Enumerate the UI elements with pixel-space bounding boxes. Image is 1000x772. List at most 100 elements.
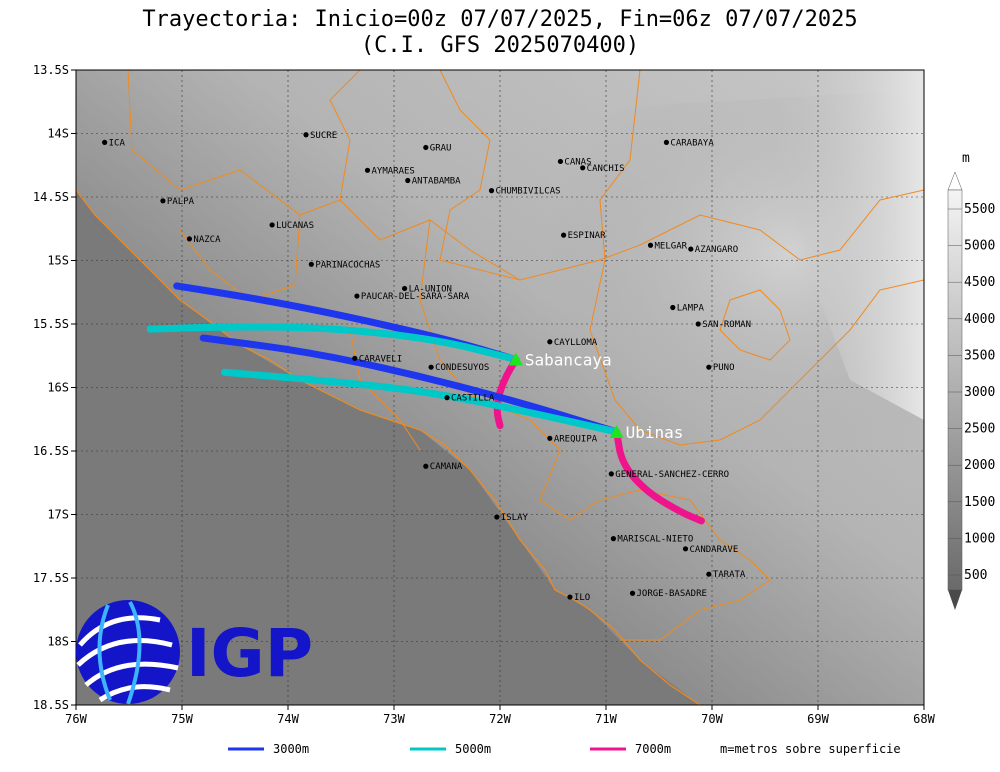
x-tick-label: 71W [595,712,617,726]
place-condesuyos: CONDESUYOS [428,363,489,373]
place-dot [580,165,586,171]
colorbar-tick-label: 500 [964,568,987,583]
place-label: PARINACOCHAS [315,260,380,270]
globe-icon [76,600,180,705]
place-dot [547,339,553,345]
colorbar-tick-label: 4000 [964,312,995,327]
legend: 3000m 5000m 7000m m=metros sobre superficie [228,742,901,756]
place-arequipa: AREQUIPA [547,434,598,444]
x-tick-label: 76W [65,712,87,726]
place-melgar: MELGAR [647,241,688,251]
y-tick-label: 18.5S [33,698,69,712]
place-label: CHUMBIVILCAS [496,187,561,197]
place-dot [629,590,636,596]
place-dot [670,304,676,311]
igp-logo: IGP [76,600,313,705]
place-mariscal-nieto: MARISCAL-NIETO [610,535,693,545]
place-dot [352,355,358,361]
place-label: AREQUIPA [554,434,598,444]
place-label: ICA [109,138,126,148]
place-canas: CANAS [557,157,592,167]
place-dot [423,144,429,151]
place-label: LAMPA [677,303,705,313]
place-caraveli: CARAVELI [352,354,402,364]
place-label: CAMANA [430,462,463,472]
place-dot [663,139,670,145]
place-candarave: CANDARAVE [682,545,738,555]
y-tick-label: 15S [47,254,69,268]
colorbar-tick-label: 2500 [964,422,995,437]
place-dot [706,571,712,577]
trajectory-3000m [199,334,621,436]
colorbar-tick-label: 5500 [964,202,995,217]
place-label: ESPINAR [568,231,607,241]
place-dot [561,232,567,238]
place-dot [695,321,701,327]
x-tick-label: 73W [383,712,405,726]
place-ilo: ILO [567,593,590,603]
volcano-sabancaya: Sabancaya [508,351,612,370]
place-antabamba: ANTABAMBA [405,176,461,186]
trajectory-lines [146,282,705,525]
volcano-label: Sabancaya [525,351,612,370]
x-tick-label: 72W [489,712,511,726]
coastline [76,189,701,705]
place-la-union: LA-UNION [402,284,452,294]
y-tick-label: 17.5S [33,571,69,585]
place-canchis: CANCHIS [580,164,625,174]
colorbar-tick-label: 4500 [964,275,995,290]
colorbar-tick-label: 3000 [964,385,995,400]
place-dot [102,139,108,145]
place-dot [303,132,309,138]
place-chumbivilcas: CHUMBIVILCAS [488,187,561,197]
place-lampa: LAMPA [670,303,704,313]
logo-text: IGP [186,615,313,692]
place-label: SUCRE [310,131,337,141]
trajectory-5000m [146,323,520,364]
colorbar-tick-label: 1000 [964,531,995,546]
place-dot [488,188,495,194]
legend-label: 7000m [635,742,671,756]
place-paucar-del-sara-sara: PAUCAR-DEL-SARA-SARA [354,292,470,302]
place-dot [682,546,689,552]
volcano-markers: Sabancaya Ubinas [508,351,684,442]
place-label: MELGAR [655,241,688,251]
place-dot [405,177,411,184]
legend-item-3000m: 3000m [228,742,309,756]
place-label: LA-UNION [409,284,452,294]
x-tick-label: 74W [277,712,299,726]
volcano-label: Ubinas [626,423,684,442]
place-dot [610,536,617,542]
place-label: CANAS [564,157,591,167]
place-islay: ISLAY [494,513,528,523]
place-label: PAUCAR-DEL-SARA-SARA [361,292,470,302]
legend-note: m=metros sobre superficie [720,742,901,756]
place-dot [494,514,500,520]
altiplano-relief [380,90,924,560]
legend-label: 3000m [273,742,309,756]
colorbar: m 500 1000 1500 2000 2500 3000 3500 4000 4500 500… [947,151,995,610]
volcano-triangle-icon [508,352,523,366]
place-dot [186,236,193,242]
volcano-triangle-icon [609,424,624,438]
place-carabaya: CARABAYA [663,138,714,148]
place-general-sanchez-cerro: GENERAL-SANCHEZ-CERRO [608,470,729,480]
place-dot [567,594,573,600]
y-tick-label: 18S [47,635,69,649]
colorbar-tick-label: 1500 [964,495,995,510]
colorbar-unit: m [962,151,970,166]
place-label: PALPA [167,197,195,207]
place-label: SAN-ROMAN [702,320,751,330]
place-castilla: CASTILLA [444,394,495,404]
place-dot [423,463,429,469]
place-espinar: ESPINAR [561,231,606,241]
place-label: CAYLLOMA [554,338,598,348]
place-dot [402,285,408,292]
place-label: GRAU [430,143,452,153]
graticule [76,70,924,705]
place-dot [608,471,614,477]
place-label: NAZCA [193,235,221,245]
place-palpa: PALPA [160,197,195,207]
